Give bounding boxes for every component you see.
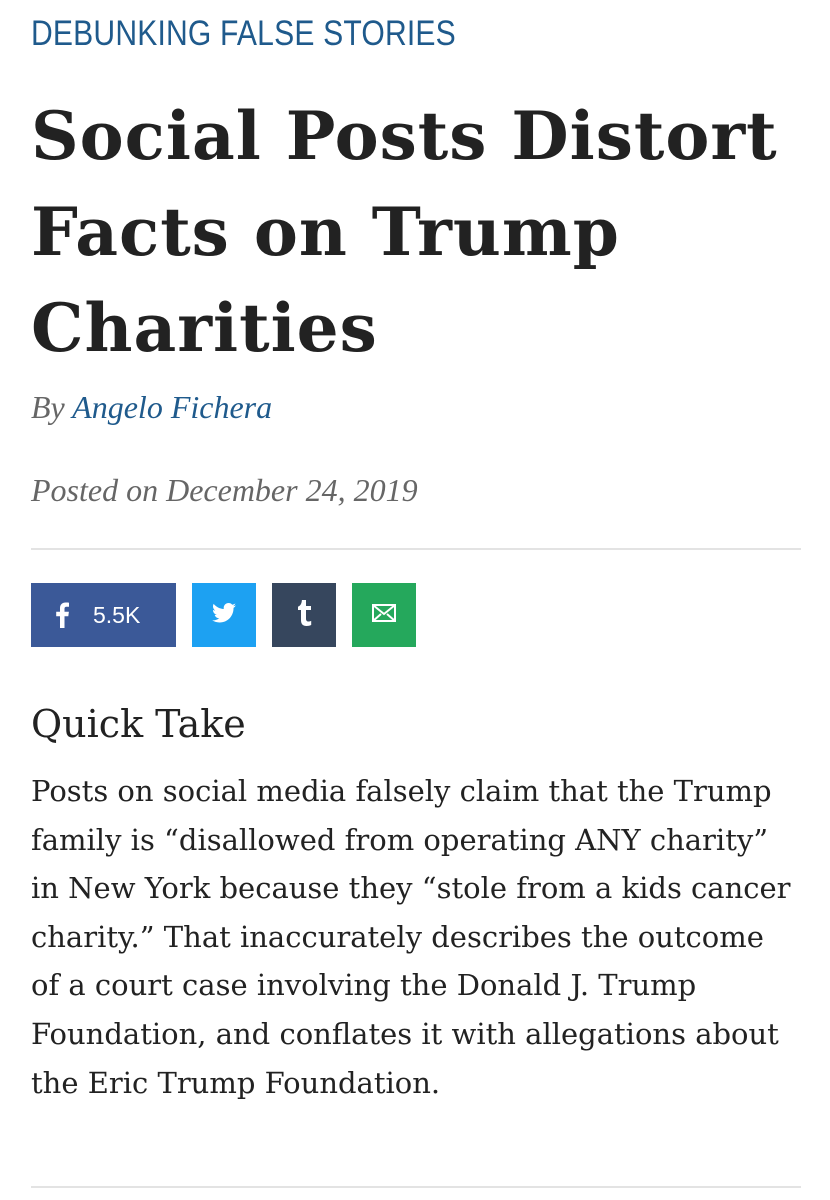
tumblr-icon xyxy=(296,599,312,631)
byline: By Angelo Fichera xyxy=(31,389,272,426)
facebook-share-button[interactable]: 5.5K xyxy=(31,583,176,647)
category-kicker[interactable]: DEBUNKING FALSE STORIES xyxy=(31,14,456,53)
quick-take-heading: Quick Take xyxy=(31,702,246,746)
tumblr-share-button[interactable] xyxy=(272,583,336,647)
share-buttons: 5.5K xyxy=(31,583,416,647)
divider xyxy=(31,548,801,550)
author-link[interactable]: Angelo Fichera xyxy=(72,389,273,425)
twitter-share-button[interactable] xyxy=(192,583,256,647)
email-icon xyxy=(372,603,396,627)
facebook-icon xyxy=(56,602,69,628)
byline-prefix: By xyxy=(31,389,65,425)
article-headline: Social Posts Distort Facts on Trump Char… xyxy=(31,97,778,367)
posted-date: Posted on December 24, 2019 xyxy=(31,472,418,508)
twitter-icon xyxy=(212,602,236,628)
quick-take-body: Posts on social media falsely claim that… xyxy=(31,774,791,1100)
facebook-share-count: 5.5K xyxy=(93,601,141,628)
email-share-button[interactable] xyxy=(352,583,416,647)
divider xyxy=(31,1186,801,1188)
